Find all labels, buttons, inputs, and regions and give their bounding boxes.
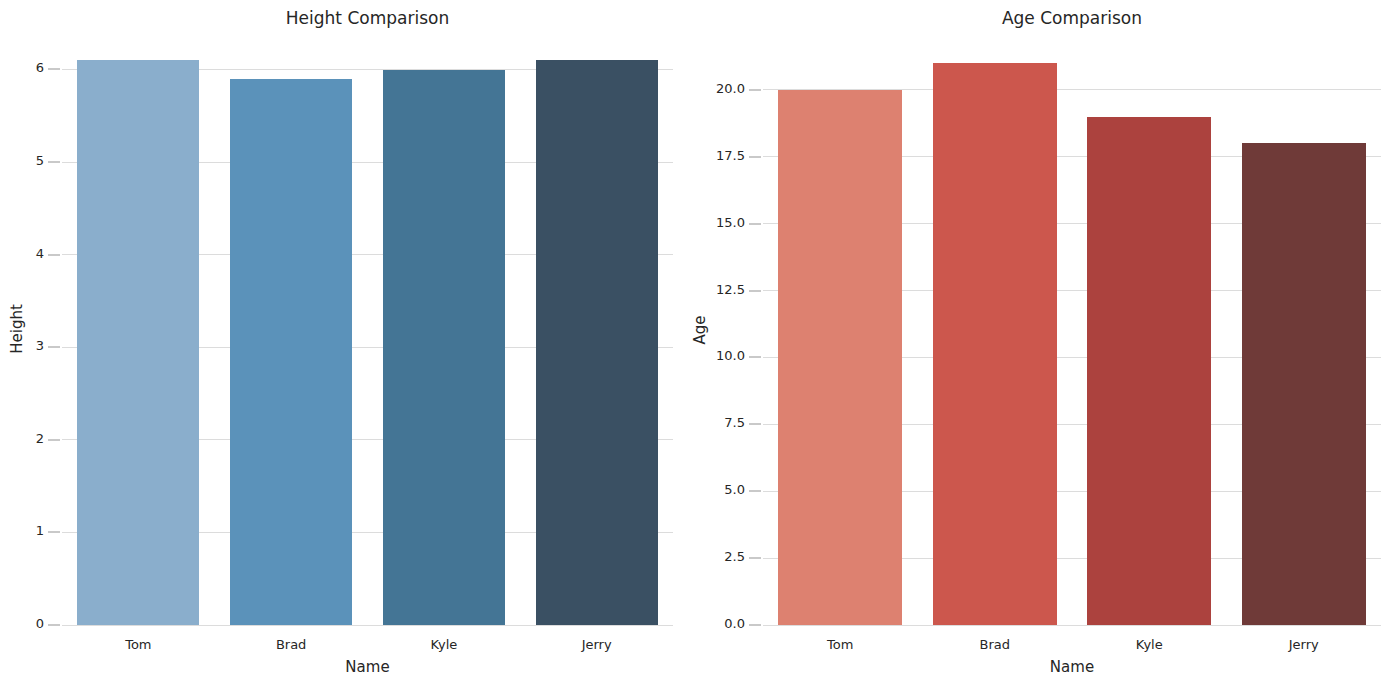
bar-jerry bbox=[536, 60, 658, 625]
y-tick-label: 20.0 bbox=[685, 81, 745, 96]
y-tick-label: 1 bbox=[0, 523, 44, 538]
plot-area bbox=[763, 35, 1381, 625]
bar-tom bbox=[77, 60, 199, 625]
y-tick-label: 15.0 bbox=[685, 215, 745, 230]
y-axis-label: Age bbox=[691, 315, 709, 344]
y-tick-label: 3 bbox=[0, 338, 44, 353]
y-tick-label: 10.0 bbox=[685, 348, 745, 363]
y-tick-label: 2 bbox=[0, 431, 44, 446]
y-tick-mark bbox=[749, 356, 761, 358]
x-tick-label: Kyle bbox=[384, 637, 504, 652]
y-tick-label: 7.5 bbox=[685, 415, 745, 430]
y-tick-label: 5 bbox=[0, 153, 44, 168]
y-tick-mark bbox=[749, 290, 761, 292]
x-tick-label: Jerry bbox=[1244, 637, 1364, 652]
x-axis-label: Name bbox=[763, 658, 1381, 676]
y-tick-label: 6 bbox=[0, 60, 44, 75]
y-tick-label: 17.5 bbox=[685, 148, 745, 163]
x-tick-label: Jerry bbox=[537, 637, 657, 652]
bar-brad bbox=[933, 63, 1057, 625]
y-tick-mark bbox=[48, 346, 60, 348]
bar-kyle bbox=[1087, 117, 1211, 625]
y-tick-label: 5.0 bbox=[685, 482, 745, 497]
plot-area bbox=[62, 32, 673, 625]
y-tick-mark bbox=[48, 68, 60, 70]
y-tick-mark bbox=[48, 439, 60, 441]
y-tick-mark bbox=[749, 557, 761, 559]
y-tick-label: 0.0 bbox=[685, 616, 745, 631]
x-tick-label: Tom bbox=[780, 637, 900, 652]
y-tick-mark bbox=[749, 223, 761, 225]
bar-brad bbox=[230, 79, 352, 625]
y-tick-mark bbox=[48, 624, 60, 626]
x-tick-label: Tom bbox=[78, 637, 198, 652]
x-axis-label: Name bbox=[62, 658, 673, 676]
y-tick-label: 0 bbox=[0, 616, 44, 631]
y-tick-mark bbox=[749, 490, 761, 492]
x-tick-label: Brad bbox=[935, 637, 1055, 652]
chart-title: Age Comparison bbox=[763, 8, 1381, 28]
y-tick-label: 12.5 bbox=[685, 282, 745, 297]
y-tick-mark bbox=[749, 156, 761, 158]
y-tick-mark bbox=[749, 89, 761, 91]
bar-tom bbox=[778, 90, 902, 625]
y-tick-mark bbox=[749, 423, 761, 425]
x-tick-label: Brad bbox=[231, 637, 351, 652]
y-tick-label: 4 bbox=[0, 246, 44, 261]
y-tick-mark bbox=[48, 531, 60, 533]
x-tick-label: Kyle bbox=[1089, 637, 1209, 652]
y-tick-mark bbox=[48, 254, 60, 256]
y-tick-mark bbox=[749, 624, 761, 626]
bar-kyle bbox=[383, 70, 505, 626]
y-tick-label: 2.5 bbox=[685, 549, 745, 564]
bar-jerry bbox=[1242, 143, 1366, 625]
figure: Height Comparison Height Name 0123456Tom… bbox=[0, 0, 1389, 690]
chart-title: Height Comparison bbox=[62, 8, 673, 28]
y-tick-mark bbox=[48, 161, 60, 163]
